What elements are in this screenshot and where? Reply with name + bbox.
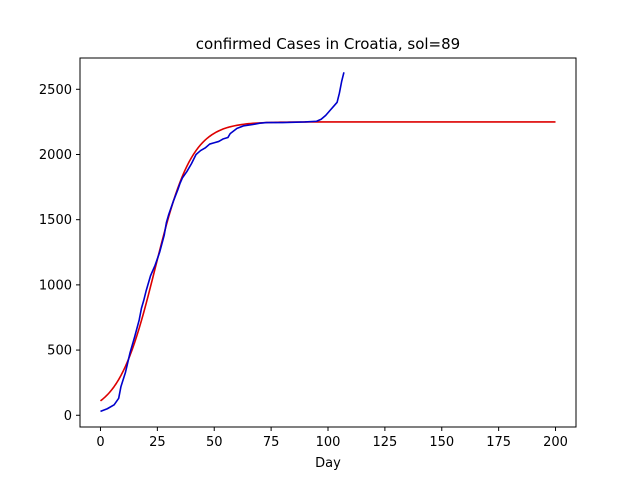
axis-ticks: 0 25 50 75 100 125 150 175 200050010001500200025… xyxy=(39,83,568,450)
chart-title: confirmed Cases in Croatia, sol=89 xyxy=(196,35,460,53)
y-tick-label: 500 xyxy=(47,344,72,359)
x-tick-label: 0 xyxy=(96,435,104,450)
y-tick-label: 2000 xyxy=(39,148,72,163)
x-tick-label: 150 xyxy=(429,435,454,450)
x-axis-label: Day xyxy=(315,456,341,471)
y-tick-label: 1500 xyxy=(39,213,72,228)
y-tick-label: 2500 xyxy=(39,83,72,98)
plot-lines xyxy=(99,72,556,413)
confirmed-cases-line xyxy=(100,72,345,413)
x-tick-label: 50 xyxy=(206,435,223,450)
x-tick-label: 75 xyxy=(263,435,280,450)
x-tick-label: 125 xyxy=(372,435,397,450)
x-tick-label: 100 xyxy=(316,435,341,450)
fitted-curve-line xyxy=(99,121,556,402)
x-tick-label: 175 xyxy=(486,435,511,450)
y-tick-label: 0 xyxy=(64,409,72,424)
x-tick-label: 25 xyxy=(149,435,166,450)
y-tick-label: 1000 xyxy=(39,278,72,293)
x-tick-label: 200 xyxy=(543,435,568,450)
